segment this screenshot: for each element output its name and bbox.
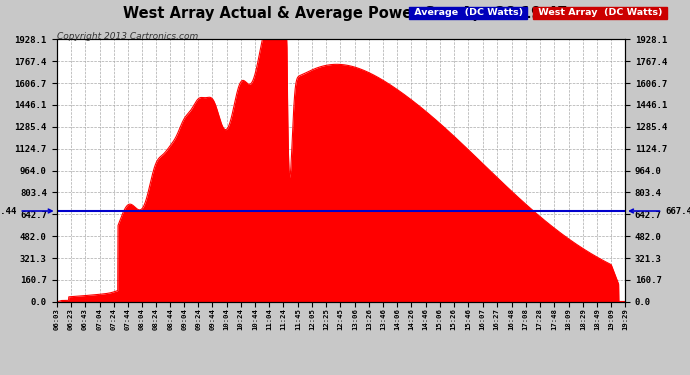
Text: 667.44: 667.44: [0, 207, 52, 216]
Text: 667.44: 667.44: [630, 207, 690, 216]
Text: Average  (DC Watts): Average (DC Watts): [411, 8, 526, 17]
Text: West Array  (DC Watts): West Array (DC Watts): [535, 8, 665, 17]
Text: Copyright 2013 Cartronics.com: Copyright 2013 Cartronics.com: [57, 32, 198, 41]
Text: West Array Actual & Average Power Sun Apr 28 19:47: West Array Actual & Average Power Sun Ap…: [123, 6, 567, 21]
